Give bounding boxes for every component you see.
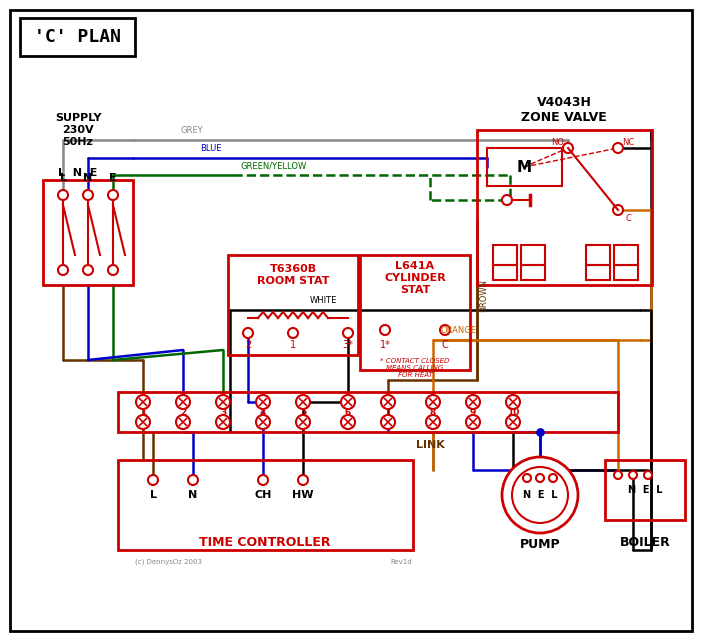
Text: TIME CONTROLLER: TIME CONTROLLER (199, 537, 331, 549)
Circle shape (426, 395, 440, 409)
Text: 9: 9 (470, 408, 476, 417)
Text: N  E  L: N E L (628, 485, 662, 495)
Text: BOILER: BOILER (620, 537, 670, 549)
Circle shape (381, 395, 395, 409)
Text: C: C (625, 213, 631, 222)
Circle shape (108, 265, 118, 275)
Circle shape (549, 474, 557, 482)
Text: N: N (84, 173, 93, 183)
Circle shape (58, 265, 68, 275)
Circle shape (440, 325, 450, 335)
Circle shape (381, 415, 395, 429)
Text: * CONTACT CLOSED
MEANS CALLING
FOR HEAT: * CONTACT CLOSED MEANS CALLING FOR HEAT (380, 358, 450, 378)
Circle shape (536, 474, 544, 482)
Text: N  E  L: N E L (523, 490, 557, 500)
Text: 7: 7 (385, 408, 391, 417)
Text: HW: HW (292, 490, 314, 500)
Text: 1: 1 (140, 408, 146, 417)
Text: NO: NO (552, 138, 564, 147)
Text: 1*: 1* (380, 340, 390, 350)
Text: SUPPLY
230V
50Hz: SUPPLY 230V 50Hz (55, 113, 101, 147)
Text: NC: NC (622, 138, 634, 147)
Text: WHITE: WHITE (310, 296, 338, 305)
Circle shape (341, 395, 355, 409)
Text: BLUE: BLUE (200, 144, 222, 153)
Circle shape (613, 205, 623, 215)
Circle shape (83, 190, 93, 200)
Text: L: L (150, 490, 157, 500)
Text: E: E (110, 173, 117, 183)
Circle shape (296, 395, 310, 409)
Circle shape (426, 415, 440, 429)
Circle shape (523, 474, 531, 482)
Circle shape (136, 415, 150, 429)
Text: V4043H
ZONE VALVE: V4043H ZONE VALVE (521, 96, 607, 124)
Circle shape (614, 471, 622, 479)
Text: 3: 3 (220, 408, 226, 417)
Circle shape (136, 395, 150, 409)
Text: 8: 8 (430, 408, 436, 417)
Circle shape (58, 190, 68, 200)
Text: L641A
CYLINDER
STAT: L641A CYLINDER STAT (384, 262, 446, 295)
Text: (c) DennysOz 2003: (c) DennysOz 2003 (135, 559, 202, 565)
Text: 'C' PLAN: 'C' PLAN (34, 28, 121, 46)
Text: ORANGE: ORANGE (440, 326, 476, 335)
Text: 1: 1 (290, 340, 296, 350)
Circle shape (341, 415, 355, 429)
Circle shape (83, 265, 93, 275)
Text: GREY: GREY (180, 126, 203, 135)
Circle shape (466, 395, 480, 409)
Circle shape (256, 395, 270, 409)
Circle shape (380, 325, 390, 335)
Text: Rev1d: Rev1d (390, 559, 411, 565)
Circle shape (644, 471, 652, 479)
Text: N: N (188, 490, 198, 500)
Circle shape (296, 415, 310, 429)
Text: C: C (442, 340, 449, 350)
Text: 5: 5 (300, 408, 306, 417)
Circle shape (176, 415, 190, 429)
Text: CH: CH (254, 490, 272, 500)
Circle shape (502, 195, 512, 205)
Circle shape (216, 415, 230, 429)
Circle shape (343, 328, 353, 338)
Text: L  N  E: L N E (58, 168, 98, 178)
Circle shape (298, 475, 308, 485)
Circle shape (506, 415, 520, 429)
Circle shape (243, 328, 253, 338)
Circle shape (258, 475, 268, 485)
Circle shape (216, 395, 230, 409)
Text: 10: 10 (507, 408, 519, 417)
Circle shape (512, 467, 568, 523)
Circle shape (188, 475, 198, 485)
Circle shape (563, 143, 573, 153)
Circle shape (148, 475, 158, 485)
Circle shape (613, 143, 623, 153)
Text: GREEN/YELLOW: GREEN/YELLOW (240, 161, 306, 170)
Circle shape (466, 415, 480, 429)
Text: T6360B
ROOM STAT: T6360B ROOM STAT (257, 264, 329, 286)
Circle shape (108, 190, 118, 200)
Text: 2: 2 (180, 408, 186, 417)
Circle shape (176, 395, 190, 409)
Circle shape (506, 395, 520, 409)
Text: LINK: LINK (416, 440, 444, 450)
Text: BROWN: BROWN (479, 278, 488, 312)
Circle shape (502, 457, 578, 533)
Text: M: M (517, 160, 531, 174)
Text: PUMP: PUMP (519, 538, 560, 551)
Circle shape (629, 471, 637, 479)
Text: L: L (60, 173, 67, 183)
Text: 2: 2 (245, 340, 251, 350)
Text: 6: 6 (345, 408, 351, 417)
Text: 3*: 3* (343, 340, 353, 350)
Circle shape (256, 415, 270, 429)
Circle shape (288, 328, 298, 338)
Text: 4: 4 (260, 408, 266, 417)
